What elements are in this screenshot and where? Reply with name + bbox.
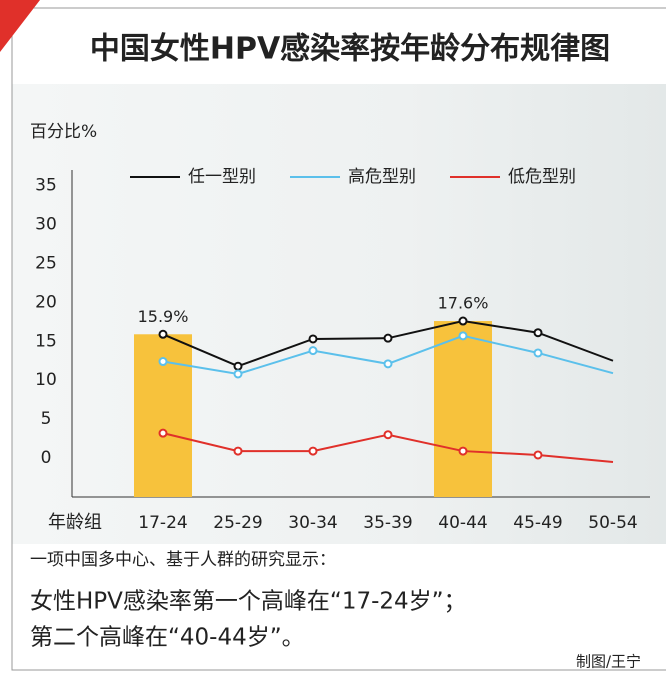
x-tick-label: 40-44 xyxy=(438,513,487,533)
point xyxy=(310,347,317,354)
point xyxy=(385,360,392,367)
point xyxy=(460,318,467,325)
point xyxy=(460,448,467,455)
point xyxy=(460,332,467,339)
point xyxy=(160,358,167,365)
y-tick-label: 15 xyxy=(35,331,57,351)
point xyxy=(235,363,242,370)
x-tick-label: 17-24 xyxy=(138,513,187,533)
x-tick-label: 50-54 xyxy=(588,513,637,533)
y-tick-label: 0 xyxy=(41,448,52,468)
y-tick-label: 5 xyxy=(41,409,52,429)
x-axis-title: 年龄组 xyxy=(48,512,102,533)
y-tick-label: 30 xyxy=(35,215,57,235)
chart-title: 中国女性HPV感染率按年龄分布规律图 xyxy=(90,32,610,67)
legend-label: 高危型别 xyxy=(348,167,416,187)
x-tick-label: 25-29 xyxy=(213,513,262,533)
point xyxy=(160,331,167,338)
finding-line: 第二个高峰在“40-44岁”。 xyxy=(30,625,305,651)
y-tick-label: 20 xyxy=(35,292,57,312)
corner-mark xyxy=(0,0,40,52)
point xyxy=(385,335,392,342)
chart: 中国女性HPV感染率按年龄分布规律图 百分比% 年龄组 一项中国多中心、基于人群… xyxy=(0,0,666,680)
x-tick-label: 30-34 xyxy=(288,513,337,533)
point xyxy=(535,349,542,356)
intro-text: 一项中国多中心、基于人群的研究显示： xyxy=(30,550,336,570)
point xyxy=(535,451,542,458)
credit: 制图/王宁 xyxy=(576,653,641,671)
bar xyxy=(434,321,492,497)
bar-value-label: 15.9% xyxy=(138,307,189,326)
point xyxy=(535,329,542,336)
point xyxy=(160,430,167,437)
point xyxy=(310,448,317,455)
x-tick-label: 35-39 xyxy=(363,513,412,533)
y-axis-title: 百分比% xyxy=(30,122,97,142)
y-tick-label: 25 xyxy=(35,253,57,273)
point xyxy=(235,370,242,377)
point xyxy=(310,335,317,342)
point xyxy=(235,448,242,455)
bar-value-label: 17.6% xyxy=(438,294,489,313)
y-tick-label: 10 xyxy=(35,370,57,390)
y-tick-label: 35 xyxy=(35,176,57,196)
background xyxy=(12,84,666,544)
x-tick-label: 45-49 xyxy=(513,513,562,533)
finding-line: 女性HPV感染率第一个高峰在“17-24岁”； xyxy=(30,589,467,615)
point xyxy=(385,431,392,438)
legend-label: 低危型别 xyxy=(508,167,576,187)
legend-label: 任一型别 xyxy=(188,167,256,187)
